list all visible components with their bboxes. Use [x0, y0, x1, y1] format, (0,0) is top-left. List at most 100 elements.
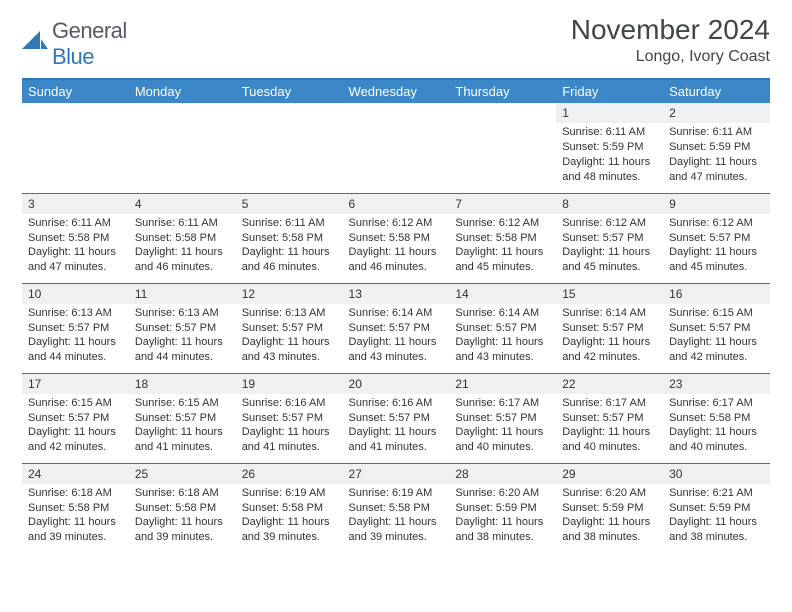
day-number: 3	[22, 194, 129, 214]
sunset-text: Sunset: 5:57 PM	[562, 321, 657, 336]
daylight-text: Daylight: 11 hours and 41 minutes.	[242, 425, 337, 455]
calendar-cell: 30Sunrise: 6:21 AMSunset: 5:59 PMDayligh…	[663, 463, 770, 553]
sunrise-text: Sunrise: 6:13 AM	[242, 306, 337, 321]
day-body: Sunrise: 6:21 AMSunset: 5:59 PMDaylight:…	[663, 484, 770, 549]
sunset-text: Sunset: 5:58 PM	[455, 231, 550, 246]
sunrise-text: Sunrise: 6:17 AM	[562, 396, 657, 411]
daylight-text: Daylight: 11 hours and 40 minutes.	[669, 425, 764, 455]
daylight-text: Daylight: 11 hours and 39 minutes.	[349, 515, 444, 545]
header: General Blue November 2024 Longo, Ivory …	[22, 14, 770, 70]
day-body: Sunrise: 6:17 AMSunset: 5:57 PMDaylight:…	[556, 394, 663, 459]
dayhdr-tue: Tuesday	[236, 80, 343, 103]
sunset-text: Sunset: 5:58 PM	[669, 411, 764, 426]
day-number: 5	[236, 194, 343, 214]
day-number: 24	[22, 464, 129, 484]
calendar-cell: 1Sunrise: 6:11 AMSunset: 5:59 PMDaylight…	[556, 103, 663, 193]
daylight-text: Daylight: 11 hours and 43 minutes.	[242, 335, 337, 365]
sunrise-text: Sunrise: 6:11 AM	[28, 216, 123, 231]
sunset-text: Sunset: 5:59 PM	[562, 140, 657, 155]
calendar-row: 24Sunrise: 6:18 AMSunset: 5:58 PMDayligh…	[22, 463, 770, 553]
day-body: Sunrise: 6:11 AMSunset: 5:58 PMDaylight:…	[236, 214, 343, 279]
sunset-text: Sunset: 5:57 PM	[349, 321, 444, 336]
day-body: Sunrise: 6:18 AMSunset: 5:58 PMDaylight:…	[129, 484, 236, 549]
calendar-cell: 23Sunrise: 6:17 AMSunset: 5:58 PMDayligh…	[663, 373, 770, 463]
day-body: Sunrise: 6:15 AMSunset: 5:57 PMDaylight:…	[129, 394, 236, 459]
logo-sail-icon	[22, 31, 48, 58]
day-body: Sunrise: 6:12 AMSunset: 5:57 PMDaylight:…	[663, 214, 770, 279]
sunrise-text: Sunrise: 6:13 AM	[28, 306, 123, 321]
sunrise-text: Sunrise: 6:17 AM	[669, 396, 764, 411]
day-number: 29	[556, 464, 663, 484]
sunrise-text: Sunrise: 6:11 AM	[242, 216, 337, 231]
day-body: Sunrise: 6:14 AMSunset: 5:57 PMDaylight:…	[449, 304, 556, 369]
sunrise-text: Sunrise: 6:19 AM	[349, 486, 444, 501]
calendar-cell: 10Sunrise: 6:13 AMSunset: 5:57 PMDayligh…	[22, 283, 129, 373]
calendar-cell: 2Sunrise: 6:11 AMSunset: 5:59 PMDaylight…	[663, 103, 770, 193]
day-body: Sunrise: 6:19 AMSunset: 5:58 PMDaylight:…	[343, 484, 450, 549]
daylight-text: Daylight: 11 hours and 42 minutes.	[28, 425, 123, 455]
calendar-cell: 17Sunrise: 6:15 AMSunset: 5:57 PMDayligh…	[22, 373, 129, 463]
sunset-text: Sunset: 5:57 PM	[562, 411, 657, 426]
calendar-cell: 6Sunrise: 6:12 AMSunset: 5:58 PMDaylight…	[343, 193, 450, 283]
calendar-row: 1Sunrise: 6:11 AMSunset: 5:59 PMDaylight…	[22, 103, 770, 193]
daylight-text: Daylight: 11 hours and 43 minutes.	[455, 335, 550, 365]
day-body: Sunrise: 6:18 AMSunset: 5:58 PMDaylight:…	[22, 484, 129, 549]
sunset-text: Sunset: 5:57 PM	[242, 321, 337, 336]
dayhdr-mon: Monday	[129, 80, 236, 103]
day-number: 14	[449, 284, 556, 304]
day-number: 27	[343, 464, 450, 484]
calendar-cell: 22Sunrise: 6:17 AMSunset: 5:57 PMDayligh…	[556, 373, 663, 463]
daylight-text: Daylight: 11 hours and 45 minutes.	[669, 245, 764, 275]
sunrise-text: Sunrise: 6:11 AM	[669, 125, 764, 140]
calendar-cell: 7Sunrise: 6:12 AMSunset: 5:58 PMDaylight…	[449, 193, 556, 283]
calendar-cell: 9Sunrise: 6:12 AMSunset: 5:57 PMDaylight…	[663, 193, 770, 283]
calendar-cell	[343, 103, 450, 193]
daylight-text: Daylight: 11 hours and 41 minutes.	[349, 425, 444, 455]
sunset-text: Sunset: 5:59 PM	[455, 501, 550, 516]
brand-part1: General	[52, 18, 127, 43]
calendar-cell: 28Sunrise: 6:20 AMSunset: 5:59 PMDayligh…	[449, 463, 556, 553]
sunset-text: Sunset: 5:58 PM	[242, 501, 337, 516]
sunrise-text: Sunrise: 6:11 AM	[562, 125, 657, 140]
sunset-text: Sunset: 5:57 PM	[135, 411, 230, 426]
day-number: 30	[663, 464, 770, 484]
day-number: 22	[556, 374, 663, 394]
sunset-text: Sunset: 5:58 PM	[28, 231, 123, 246]
sunrise-text: Sunrise: 6:21 AM	[669, 486, 764, 501]
daylight-text: Daylight: 11 hours and 38 minutes.	[669, 515, 764, 545]
daylight-text: Daylight: 11 hours and 40 minutes.	[562, 425, 657, 455]
day-body: Sunrise: 6:13 AMSunset: 5:57 PMDaylight:…	[129, 304, 236, 369]
calendar-body: 1Sunrise: 6:11 AMSunset: 5:59 PMDaylight…	[22, 103, 770, 553]
sunset-text: Sunset: 5:57 PM	[455, 321, 550, 336]
day-number: 21	[449, 374, 556, 394]
day-body: Sunrise: 6:13 AMSunset: 5:57 PMDaylight:…	[236, 304, 343, 369]
day-body: Sunrise: 6:16 AMSunset: 5:57 PMDaylight:…	[343, 394, 450, 459]
day-body: Sunrise: 6:16 AMSunset: 5:57 PMDaylight:…	[236, 394, 343, 459]
day-number: 6	[343, 194, 450, 214]
brand-part2: Blue	[52, 44, 94, 69]
sunrise-text: Sunrise: 6:20 AM	[562, 486, 657, 501]
calendar-row: 17Sunrise: 6:15 AMSunset: 5:57 PMDayligh…	[22, 373, 770, 463]
daylight-text: Daylight: 11 hours and 42 minutes.	[669, 335, 764, 365]
sunset-text: Sunset: 5:57 PM	[28, 321, 123, 336]
daylight-text: Daylight: 11 hours and 46 minutes.	[349, 245, 444, 275]
day-number: 16	[663, 284, 770, 304]
day-number: 15	[556, 284, 663, 304]
calendar-row: 10Sunrise: 6:13 AMSunset: 5:57 PMDayligh…	[22, 283, 770, 373]
day-body: Sunrise: 6:20 AMSunset: 5:59 PMDaylight:…	[449, 484, 556, 549]
day-body: Sunrise: 6:12 AMSunset: 5:58 PMDaylight:…	[343, 214, 450, 279]
day-number: 28	[449, 464, 556, 484]
calendar-cell: 24Sunrise: 6:18 AMSunset: 5:58 PMDayligh…	[22, 463, 129, 553]
sunrise-text: Sunrise: 6:20 AM	[455, 486, 550, 501]
sunrise-text: Sunrise: 6:15 AM	[135, 396, 230, 411]
daylight-text: Daylight: 11 hours and 39 minutes.	[135, 515, 230, 545]
calendar-cell: 5Sunrise: 6:11 AMSunset: 5:58 PMDaylight…	[236, 193, 343, 283]
day-body: Sunrise: 6:11 AMSunset: 5:58 PMDaylight:…	[129, 214, 236, 279]
daylight-text: Daylight: 11 hours and 47 minutes.	[28, 245, 123, 275]
sunset-text: Sunset: 5:57 PM	[349, 411, 444, 426]
day-number: 10	[22, 284, 129, 304]
sunset-text: Sunset: 5:57 PM	[242, 411, 337, 426]
day-number: 9	[663, 194, 770, 214]
sunrise-text: Sunrise: 6:16 AM	[242, 396, 337, 411]
day-header-row: Sunday Monday Tuesday Wednesday Thursday…	[22, 80, 770, 103]
